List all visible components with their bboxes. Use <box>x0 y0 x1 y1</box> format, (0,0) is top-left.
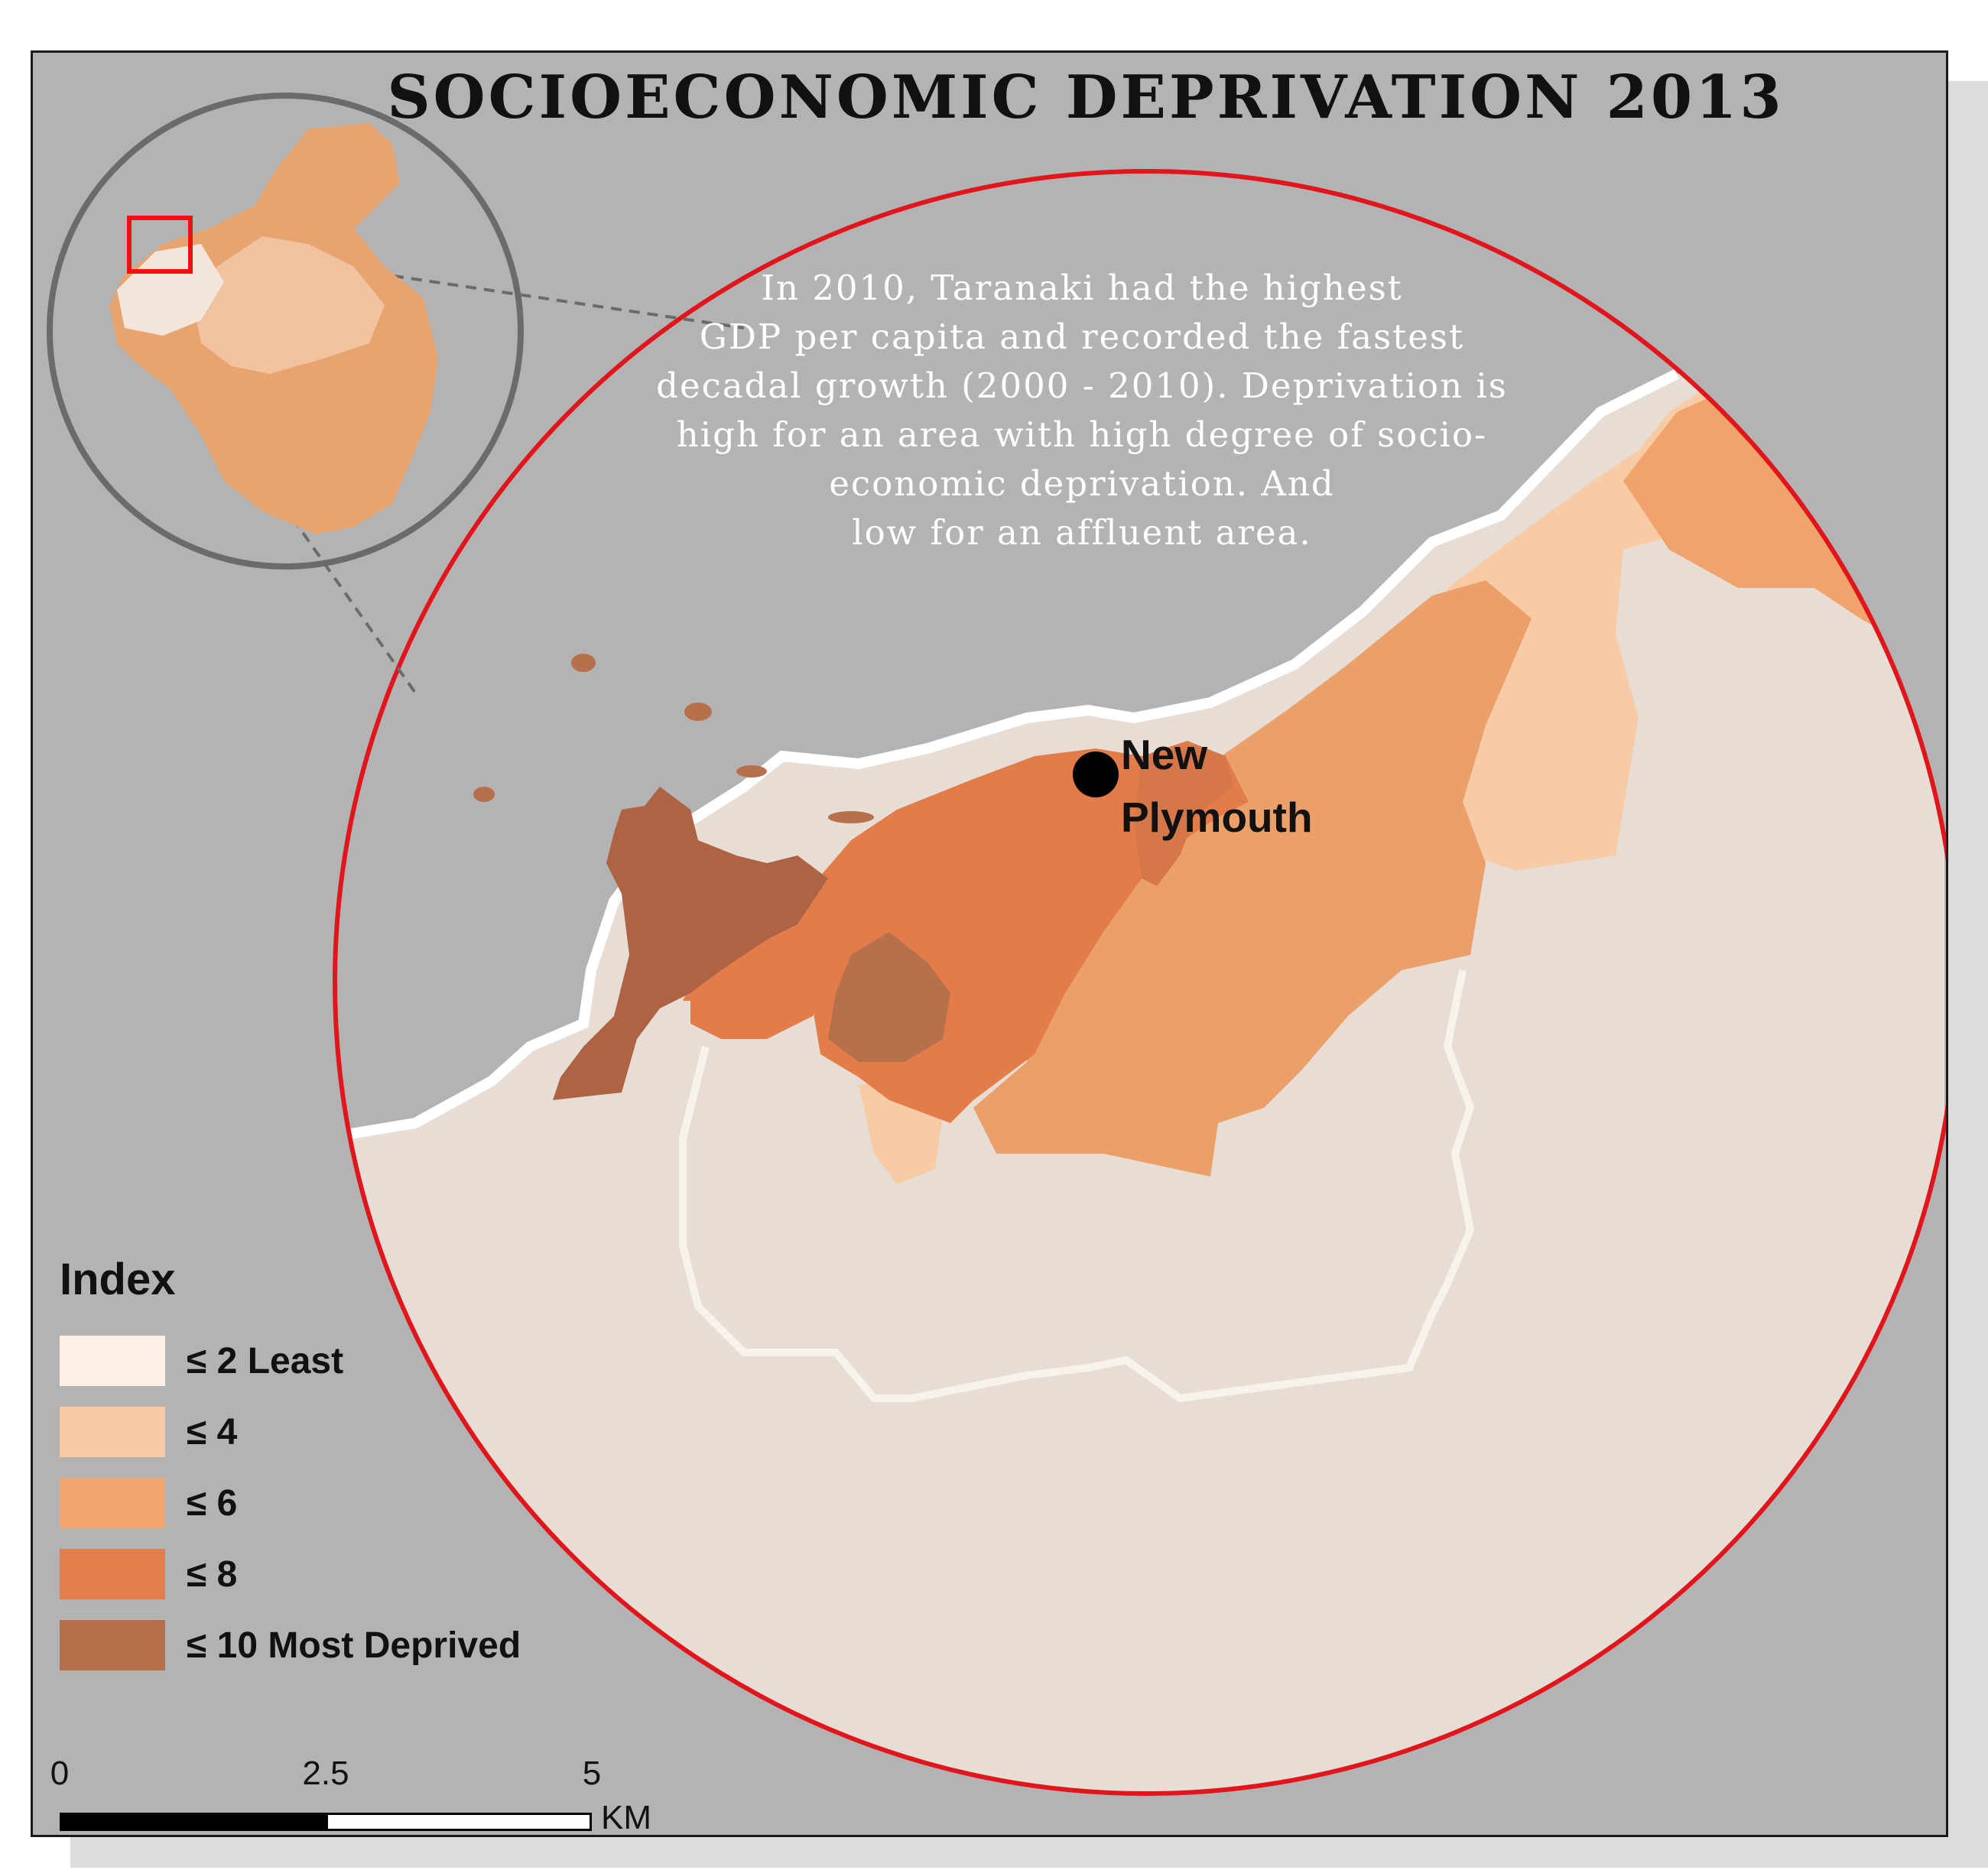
island <box>571 654 596 672</box>
legend-item: ≤ 8 <box>60 1547 521 1601</box>
island <box>473 787 495 802</box>
scale-unit: KM <box>601 1799 651 1836</box>
scale-tick-label: 2.5 <box>302 1755 349 1792</box>
scale-segment-white <box>326 1813 592 1831</box>
annotation-line: decadal growth (2000 - 2010). Deprivatio… <box>656 365 1508 406</box>
legend-item: ≤ 10 Most Deprived <box>60 1618 521 1672</box>
focus-circle <box>333 169 1946 1796</box>
legend-label: ≤ 2 Least <box>187 1340 344 1381</box>
annotation-line: GDP per capita and recorded the fastest <box>699 317 1465 357</box>
legend-label: ≤ 10 Most Deprived <box>187 1625 521 1666</box>
focus-map <box>335 359 1944 1794</box>
annotation-line: low for an affluent area. <box>852 512 1312 553</box>
area-index-8-west <box>690 901 843 1039</box>
inset-region-pale <box>117 244 224 336</box>
city-label: New Plymouth <box>1121 723 1313 849</box>
area-index-10-west <box>553 787 828 1100</box>
legend-swatch <box>60 1407 165 1457</box>
inset-extent-box <box>127 216 193 274</box>
legend-label: ≤ 8 <box>187 1553 238 1595</box>
legend-item: ≤ 6 <box>60 1476 521 1530</box>
area-index-6-central <box>973 580 1532 1177</box>
legend-swatch <box>60 1336 165 1386</box>
island <box>684 703 712 721</box>
legend-label: ≤ 4 <box>187 1411 238 1453</box>
legend-swatch <box>60 1478 165 1528</box>
legend: Index ≤ 2 Least ≤ 4 ≤ 6 ≤ 8 ≤ 10 Most De… <box>60 1254 521 1690</box>
scale-segment-black <box>60 1813 326 1831</box>
legend-title: Index <box>60 1255 176 1304</box>
city-label-line: New <box>1121 731 1208 778</box>
inset-region-inner <box>193 236 385 374</box>
city-label-line: Plymouth <box>1121 794 1313 841</box>
area-index-10-inner <box>828 932 950 1062</box>
island <box>828 811 874 823</box>
scale-tick-label: 5 <box>582 1755 602 1792</box>
annotation-line: economic deprivation. And <box>829 463 1335 504</box>
city-marker <box>1073 752 1119 797</box>
annotation-text: In 2010, Taranaki had the highest GDP pe… <box>581 264 1583 557</box>
scale-bar: 0 2.5 5 KM <box>50 1755 671 1846</box>
island <box>736 765 767 778</box>
area-index-8 <box>683 741 1249 1123</box>
legend-item: ≤ 4 <box>60 1405 521 1459</box>
annotation-line: high for an area with high degree of soc… <box>676 414 1488 455</box>
boundary-line <box>679 969 1475 1403</box>
map-title: SOCIOECONOMIC DEPRIVATION 2013 <box>387 63 1785 132</box>
inset-map <box>109 123 438 534</box>
map-frame <box>31 50 1948 1837</box>
legend-item: ≤ 2 Least <box>60 1334 521 1388</box>
map-canvas <box>47 93 1946 1796</box>
coastline <box>335 368 1680 1144</box>
inset-circle <box>47 93 524 570</box>
annotation-line: In 2010, Taranaki had the highest <box>761 268 1403 308</box>
area-index-8-cbd <box>1134 745 1233 886</box>
legend-label: ≤ 6 <box>187 1482 238 1524</box>
legend-swatch <box>60 1620 165 1670</box>
legend-swatch <box>60 1549 165 1599</box>
scale-tick-label: 0 <box>50 1755 70 1792</box>
